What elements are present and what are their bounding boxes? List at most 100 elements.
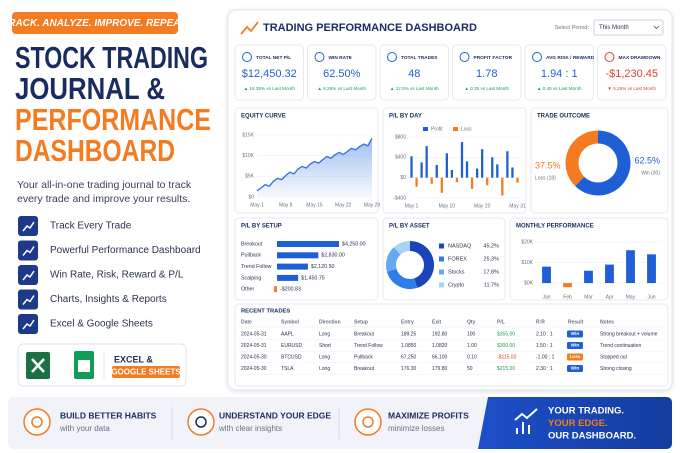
y-tick-label: $15K xyxy=(242,132,254,138)
panel xyxy=(234,44,304,101)
result-pill xyxy=(567,330,583,338)
x-tick-label: May 1 xyxy=(250,202,264,208)
x-tick-label: May 8 xyxy=(279,202,293,208)
outcome-pct: 62.5% xyxy=(634,155,660,165)
legend-label: Stocks xyxy=(448,269,465,275)
bar xyxy=(511,167,514,178)
bar xyxy=(506,151,509,178)
table-header: Exit xyxy=(432,319,442,325)
cell: 1.0850 xyxy=(401,343,417,349)
y-tick-label: $0K xyxy=(524,280,534,286)
cell: BTCUSD xyxy=(281,354,302,360)
dashboard-title: TRADING PERFORMANCE DASHBOARD xyxy=(263,22,477,34)
bar xyxy=(626,250,635,284)
bar xyxy=(430,177,433,184)
cell: 179.80 xyxy=(432,366,448,372)
kpi-label: MAX DRAWDOWN xyxy=(619,55,661,61)
value-label: -$200.83 xyxy=(280,287,301,293)
cell: 2024-05-31 xyxy=(241,331,267,337)
bar xyxy=(274,286,277,293)
feature-glyph xyxy=(22,221,35,232)
kpi-value: 62.50% xyxy=(323,68,361,80)
feature: Win Rate, Risk, Reward & P/L xyxy=(50,270,184,281)
cell: -$115.00 xyxy=(497,354,517,360)
donut-segment xyxy=(575,130,631,196)
cell: 0.10 xyxy=(467,354,477,360)
donut-segment xyxy=(386,247,401,272)
bar xyxy=(277,274,299,281)
kpi-label: TOTAL TRADES xyxy=(401,55,438,61)
legend-swatch xyxy=(453,127,458,131)
x-tick-label: May 1 xyxy=(405,203,419,209)
bar xyxy=(475,168,479,178)
cell: $300.00 xyxy=(497,343,515,349)
kpi-value: 1.78 xyxy=(476,68,497,80)
result-pill xyxy=(567,365,583,372)
y-tick-label: $0 xyxy=(400,175,406,181)
kpi-label: PROFIT FACTOR xyxy=(474,55,513,61)
bar xyxy=(481,149,484,178)
value-label: 45.2% xyxy=(483,243,499,249)
cell: Long xyxy=(319,366,330,372)
cell: Short xyxy=(319,343,332,349)
bar xyxy=(415,177,418,187)
equity-line xyxy=(256,137,373,192)
legend-swatch xyxy=(439,269,444,275)
y-tick-label: $800 xyxy=(395,134,406,140)
legend-label: Profit xyxy=(431,126,443,132)
footer-title: UNDERSTAND YOUR EDGE xyxy=(219,410,331,420)
badge-tag xyxy=(112,366,180,378)
period-label: Select Period: xyxy=(555,25,590,31)
donut-segment xyxy=(565,130,599,186)
period-select[interactable] xyxy=(593,19,664,36)
table-header: Qty xyxy=(467,319,476,325)
badge-line: EXCEL & xyxy=(114,354,153,364)
donut-segment xyxy=(409,241,434,288)
cell: $215.00 xyxy=(497,366,515,372)
bar xyxy=(605,264,614,284)
panel xyxy=(382,107,527,214)
cell: Long xyxy=(319,331,330,337)
bar xyxy=(410,156,413,178)
category-label: Breakout xyxy=(241,241,263,247)
y-tick-label: -$400 xyxy=(393,195,406,201)
feature: Excel & Google Sheets xyxy=(50,319,153,330)
cell: 100 xyxy=(467,331,476,337)
cell: AAPL xyxy=(281,331,294,337)
table-header: Date xyxy=(241,319,252,325)
cell: 176.30 xyxy=(401,366,417,372)
cell: Long xyxy=(319,354,330,360)
table-title: RECENT TRADES xyxy=(241,309,290,315)
panel xyxy=(234,217,379,301)
kpi-icon xyxy=(604,52,615,62)
legend-label: FOREX xyxy=(448,256,467,262)
bar xyxy=(501,177,504,196)
panel xyxy=(509,217,669,301)
footer-title: BUILD BETTER HABITS xyxy=(60,410,157,420)
cell: Strong breakout + volume xyxy=(600,331,658,337)
kpi-change: ▲ 12.5% vs Last Month xyxy=(390,86,439,91)
cell: 50 xyxy=(467,366,473,372)
cell: 2.30 : 1 xyxy=(536,366,553,372)
bar xyxy=(277,241,339,247)
x-tick-label: May 10 xyxy=(439,203,456,209)
result-pill xyxy=(567,353,583,361)
value-label: 25.3% xyxy=(483,256,499,262)
kpi-value: 1.94 : 1 xyxy=(541,68,578,80)
legend-swatch xyxy=(439,282,444,288)
banner: TRACK. ANALYZE. IMPROVE. REPEAT. xyxy=(2,18,188,29)
x-tick-label: Jun xyxy=(647,295,655,301)
category-label: Trend Follow xyxy=(241,264,272,270)
footer-subtitle: minimize losses xyxy=(388,424,444,433)
result: Win xyxy=(571,343,580,348)
bar xyxy=(440,177,443,193)
y-tick-label: $20K xyxy=(521,239,533,245)
kpi-change: ▲ 18.35% vs Last Month xyxy=(244,86,296,91)
period-value: This Month xyxy=(599,25,629,31)
kpi-change: ▲ 8.25% vs Last Month xyxy=(317,86,366,91)
slogan: YOUR TRADING. xyxy=(548,406,624,417)
panel xyxy=(307,44,377,101)
cell: 192.80 xyxy=(432,331,448,337)
table-header: Result xyxy=(568,319,584,325)
outcome-label: Loss (18) xyxy=(535,175,556,181)
